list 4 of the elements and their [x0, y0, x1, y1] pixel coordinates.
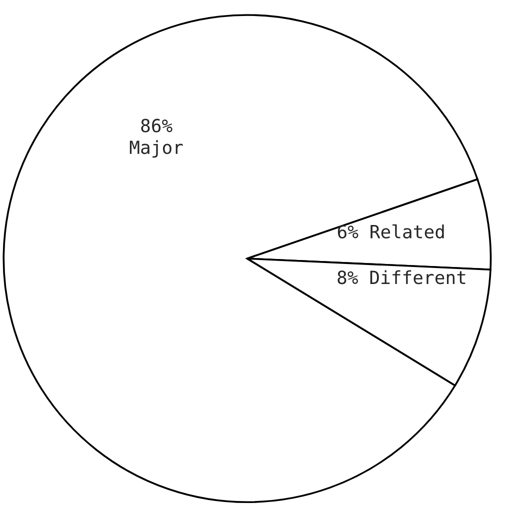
data-label: 86%	[141, 118, 172, 132]
slice-label: Major	[130, 140, 183, 158]
slice-label: 8% Different	[338, 270, 466, 284]
slice-label: 6% Related	[338, 224, 444, 238]
